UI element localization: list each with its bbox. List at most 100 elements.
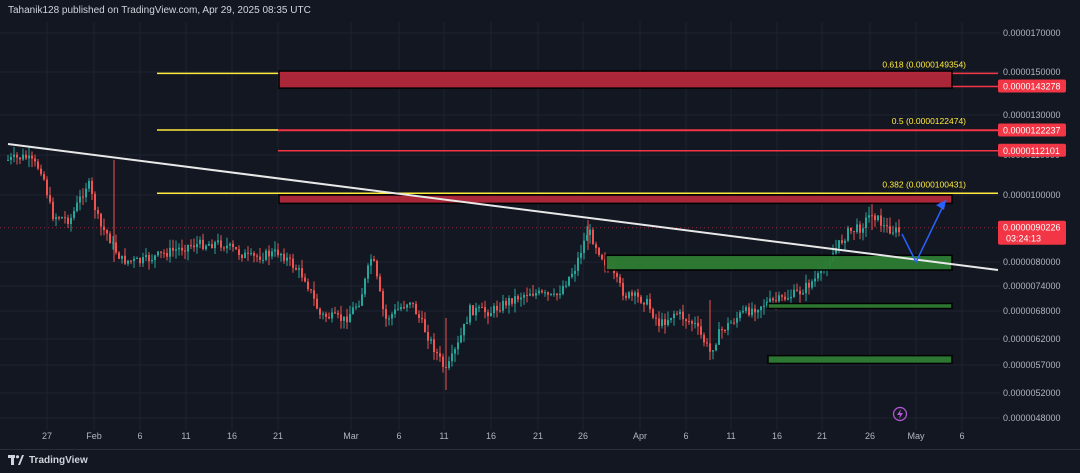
candle-body <box>595 244 597 248</box>
candle-body <box>163 252 165 254</box>
candle-body <box>76 202 78 212</box>
candle-body <box>421 317 423 320</box>
candle-body <box>667 319 669 325</box>
publish-info: Tahanik128 published on TradingView.com,… <box>8 5 311 16</box>
projection-arrowhead <box>936 200 946 210</box>
candle-body <box>697 322 699 327</box>
candle-body <box>772 298 774 301</box>
candle-body <box>481 307 483 309</box>
time-axis-label: 6 <box>137 431 142 441</box>
candle-body <box>652 309 654 318</box>
candle-body <box>505 300 507 306</box>
candle-body <box>307 281 309 290</box>
candle-body <box>754 308 756 313</box>
candle-body <box>331 312 333 319</box>
candle-body <box>898 227 900 233</box>
price-badge-label: 0.0000112101 <box>1003 146 1060 156</box>
candle-body <box>112 242 114 244</box>
candle-body <box>100 213 102 227</box>
candle-body <box>19 157 21 160</box>
candle-body <box>235 247 237 250</box>
candle-body <box>406 304 408 308</box>
candle-body <box>463 323 465 336</box>
candle-body <box>487 312 489 317</box>
candle-body <box>232 243 234 248</box>
time-axis-label: 11 <box>181 431 190 441</box>
candle-body <box>811 281 813 288</box>
candle-body <box>301 268 303 278</box>
candle-body <box>559 293 561 296</box>
candle-body <box>133 258 135 261</box>
candle-body <box>547 292 549 295</box>
candle-body <box>85 188 87 198</box>
candle-body <box>583 240 585 253</box>
price-zones <box>278 70 953 365</box>
candle-body <box>838 240 840 249</box>
candle-body <box>496 305 498 311</box>
candle-body <box>256 255 258 257</box>
candle-body <box>355 306 357 308</box>
candle-body <box>532 293 534 296</box>
support-zone <box>605 254 953 271</box>
candle-body <box>223 247 225 249</box>
candle-body <box>55 217 57 220</box>
candle-body <box>316 298 318 309</box>
candle-body <box>181 247 183 251</box>
price-badge-label: 0.0000122237 <box>1003 126 1061 136</box>
candle-body <box>409 302 411 305</box>
candle-body <box>205 245 207 250</box>
candle-body <box>334 312 336 314</box>
candle-body <box>508 298 510 306</box>
time-axis: 27 Feb 6 11 16 21 Mar 6 11 16 21 26 Apr 6 11 16 21 26 May 6 <box>42 431 965 441</box>
candle-body <box>877 215 879 221</box>
price-chart[interactable]: 0.618 (0.0000149354) 0.5 (0.0000122474) 0.… <box>0 0 1080 449</box>
candle-body <box>208 244 210 246</box>
candle-body <box>337 313 339 315</box>
candle-body <box>22 154 24 160</box>
candle-body <box>124 255 126 264</box>
candle-body <box>322 313 324 315</box>
candle-body <box>286 257 288 261</box>
candle-body <box>859 224 861 233</box>
trendline-layer <box>7 143 999 271</box>
candle-body <box>283 253 285 261</box>
candle-body <box>790 296 792 299</box>
candle-body <box>304 277 306 282</box>
time-axis-label: 21 <box>273 431 283 441</box>
candle-body <box>679 311 681 314</box>
candle-body <box>292 258 294 268</box>
candle-body <box>454 349 456 354</box>
candle-body <box>589 229 591 235</box>
candle-body <box>430 339 432 341</box>
candle-body <box>778 295 780 302</box>
candle-body <box>145 254 147 258</box>
candle-body <box>625 295 627 298</box>
candle-body <box>259 256 261 260</box>
candle-body <box>310 289 312 291</box>
candle-body <box>637 292 639 297</box>
candle-body <box>472 305 474 316</box>
candle-body <box>475 307 477 316</box>
candle-body <box>745 307 747 312</box>
candle-body <box>616 273 618 277</box>
candle-body <box>817 273 819 279</box>
tradingview-logo[interactable]: TradingView <box>8 455 88 466</box>
candle-body <box>775 300 777 302</box>
price-axis-label: 0.0000130000 <box>1003 110 1061 120</box>
candle-body <box>814 278 816 282</box>
candle-body <box>178 247 180 250</box>
candle-body <box>244 252 246 259</box>
candle-body <box>346 316 348 323</box>
candle-body <box>265 250 267 260</box>
candle-body <box>820 268 822 274</box>
candle-body <box>721 329 723 331</box>
candle-body <box>397 309 399 311</box>
price-axis-label: 0.0000074000 <box>1003 281 1061 291</box>
candle-body <box>148 254 150 262</box>
candle-body <box>736 317 738 323</box>
candle-body <box>274 249 276 252</box>
candle-body <box>382 291 384 310</box>
candle-body <box>622 282 624 296</box>
candle-body <box>649 299 651 310</box>
candle-body <box>727 323 729 331</box>
